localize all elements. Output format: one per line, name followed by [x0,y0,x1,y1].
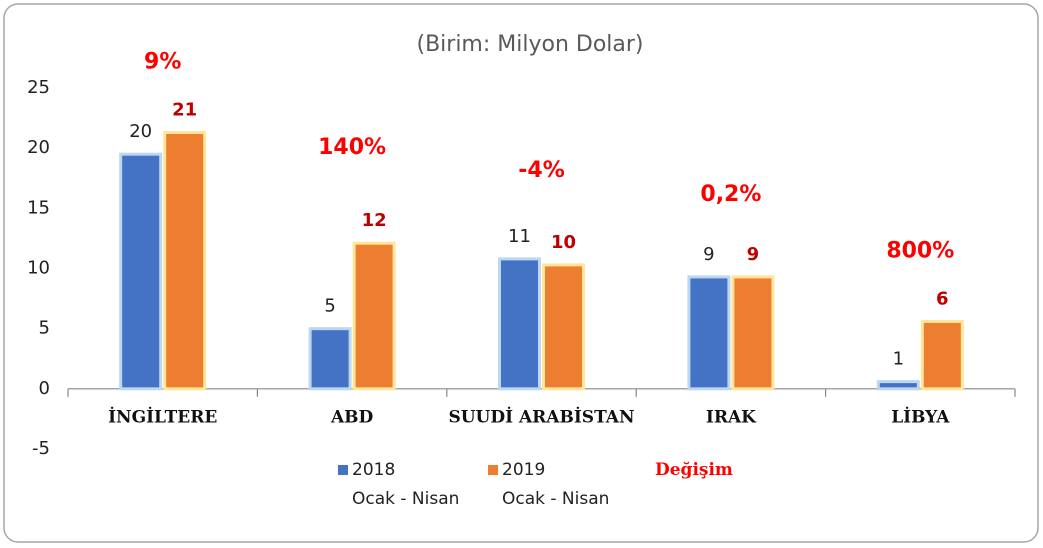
change-label: 140% [318,135,386,160]
legend-label: 2019 Ocak - Nisan [502,460,610,509]
bar [731,275,775,391]
legend-swatch [488,465,498,475]
bar [687,275,731,391]
y-tick-label: -5 [32,438,50,459]
y-tick-label: 0 [39,378,50,399]
change-label: -4% [518,158,564,183]
bar [119,152,163,391]
bar [876,380,920,391]
bar [920,319,964,391]
bar [352,241,396,391]
bar [308,327,352,391]
legend-label: 2018 Ocak - Nisan [352,460,460,509]
data-label: 12 [362,210,387,231]
y-tick-label: 25 [27,77,50,98]
bar [163,131,207,391]
bar [498,257,541,391]
y-tick-label: 15 [27,197,50,218]
legend-swatch [338,465,348,475]
data-label: 6 [936,288,949,309]
y-tick-label: 10 [27,258,50,279]
change-label: 9% [144,50,181,75]
data-label: 20 [129,121,152,142]
x-tick-label: SUUDİ ARABİSTAN [448,407,634,428]
change-label: 0,2% [700,182,761,207]
data-label: 9 [703,244,714,265]
chart-subtitle: (Birim: Milyon Dolar) [416,32,643,57]
legend-label: Değişim [655,460,733,480]
y-tick-label: 20 [27,137,50,158]
change-label: 800% [886,238,954,263]
data-label: 1 [893,349,904,370]
data-label: 9 [747,244,760,265]
data-label: 11 [508,226,531,247]
legend-item: 2018 Ocak - Nisan [338,456,460,514]
legend-item: Değişim [655,456,733,485]
data-label: 10 [551,232,576,253]
bar [542,263,585,391]
legend-item: 2019 Ocak - Nisan [488,456,610,514]
x-tick-label: İNGİLTERE [108,407,217,428]
data-label: 5 [324,296,335,317]
x-tick-label: ABD [330,408,374,428]
x-tick-label: IRAK [706,408,757,428]
y-tick-label: 5 [39,318,50,339]
x-tick-label: LİBYA [891,407,950,428]
data-label: 21 [172,100,197,121]
